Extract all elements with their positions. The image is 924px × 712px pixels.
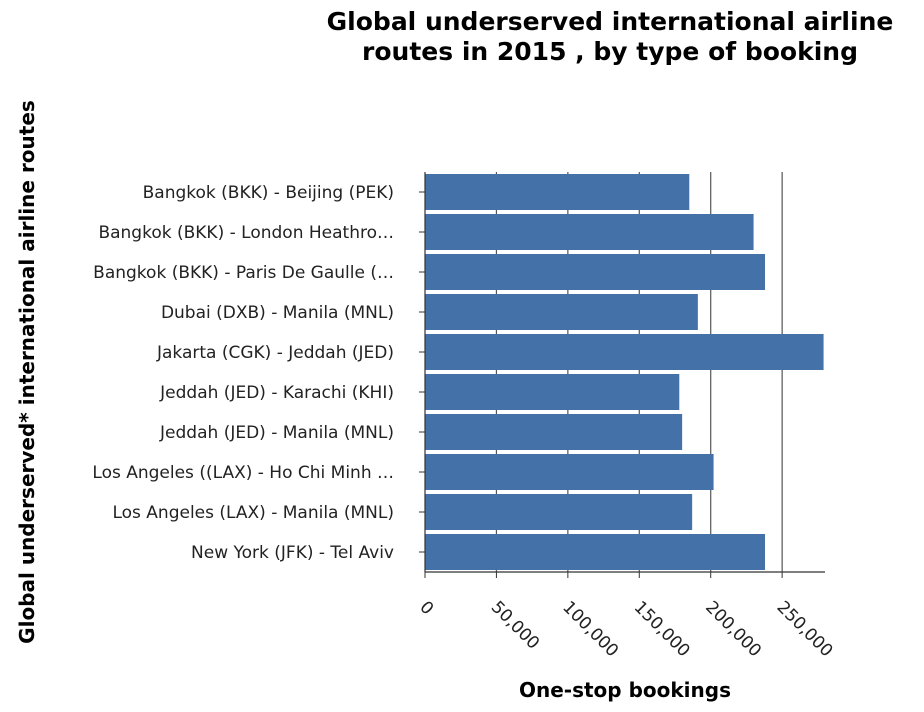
- bar-6: [425, 414, 683, 450]
- category-label-4: Jakarta (CGK) - Jeddah (JED): [156, 343, 394, 363]
- chart-title-line-1: Global underserved international airline: [327, 7, 894, 36]
- chart-title-line-2: routes in 2015 , by type of booking: [362, 37, 858, 66]
- bar-1: [425, 214, 754, 250]
- x-tick-label-5: 250,000: [773, 597, 837, 661]
- bar-9: [425, 534, 765, 570]
- bar-4: [425, 334, 824, 370]
- x-axis-title: One-stop bookings: [519, 678, 731, 702]
- category-label-3: Dubai (DXB) - Manila (MNL): [161, 303, 394, 323]
- category-label-0: Bangkok (BKK) - Beijing (PEK): [143, 183, 394, 203]
- x-tick-label-4: 200,000: [701, 597, 765, 661]
- bar-5: [425, 374, 680, 410]
- bar-0: [425, 174, 690, 210]
- x-tick-label-0: 0: [415, 597, 437, 619]
- bars: [425, 174, 824, 570]
- x-tick-labels: 0 50,000 100,000 150,000 200,000 250,000: [415, 597, 836, 661]
- bar-8: [425, 494, 693, 530]
- category-label-7: Los Angeles ((LAX) - Ho Chi Minh …: [92, 463, 394, 483]
- category-label-5: Jeddah (JED) - Karachi (KHI): [159, 383, 394, 403]
- bar-3: [425, 294, 698, 330]
- axes: [419, 172, 825, 578]
- x-tick-label-3: 150,000: [630, 597, 694, 661]
- category-label-9: New York (JFK) - Tel Aviv: [191, 543, 394, 563]
- x-tick-label-2: 100,000: [558, 597, 622, 661]
- category-labels: Bangkok (BKK) - Beijing (PEK) Bangkok (BK…: [92, 183, 394, 563]
- bar-7: [425, 454, 714, 490]
- category-label-6: Jeddah (JED) - Manila (MNL): [159, 423, 394, 443]
- y-axis-title: Global underserved* international airlin…: [15, 100, 39, 644]
- category-label-1: Bangkok (BKK) - London Heathro…: [98, 223, 394, 243]
- bar-2: [425, 254, 765, 290]
- category-label-8: Los Angeles (LAX) - Manila (MNL): [112, 503, 394, 523]
- category-label-2: Bangkok (BKK) - Paris De Gaulle (…: [93, 263, 394, 283]
- x-tick-label-1: 50,000: [487, 597, 543, 653]
